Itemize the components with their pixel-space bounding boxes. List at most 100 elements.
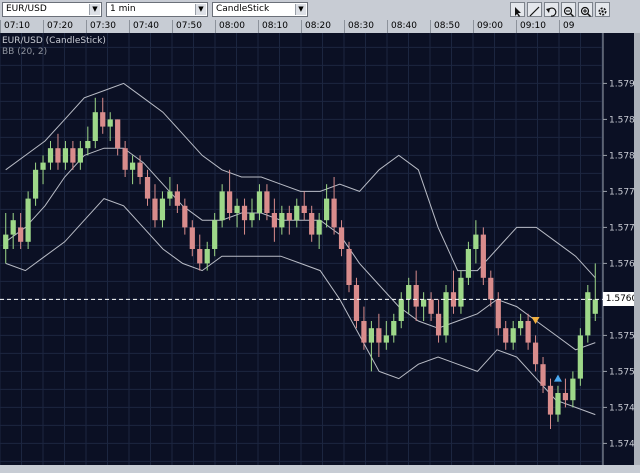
time-axis-label: 08:50	[430, 20, 473, 33]
candle-body	[62, 148, 69, 163]
time-axis-label: 08:00	[215, 20, 258, 33]
horizontal-scrollbar[interactable]	[0, 465, 640, 473]
zoom-out-icon	[563, 6, 574, 17]
candle-body	[212, 220, 218, 249]
candle-body	[85, 141, 91, 149]
time-axis-label: 07:30	[86, 20, 129, 33]
candle-body	[159, 198, 166, 221]
chart-background	[0, 33, 640, 465]
zoom-out-tool-button[interactable]	[561, 2, 576, 17]
chart-style-select[interactable]: CandleStick ▼	[212, 2, 308, 17]
time-axis-label: 09:00	[473, 20, 516, 33]
candlestick-chart[interactable]: 1.5790 1.5785 1.5780 1.5775 1.5770 1.5765 1.57…	[0, 33, 640, 465]
candle-body	[249, 213, 255, 221]
candle-body	[40, 162, 46, 170]
price-tick-label: 1.5790	[609, 79, 640, 89]
candle-body	[421, 299, 427, 307]
time-axis-label: 09:10	[516, 20, 559, 33]
candle-body	[47, 148, 54, 163]
vertical-scrollbar[interactable]	[634, 33, 640, 465]
candle-body	[316, 220, 322, 235]
zoom-in-tool-button[interactable]	[578, 2, 593, 17]
symbol-value: EUR/USD	[6, 4, 47, 14]
candle-body	[122, 148, 128, 170]
candle-body	[503, 328, 509, 343]
candle-body	[301, 205, 307, 213]
candle-body	[555, 393, 561, 415]
candle-body	[309, 213, 315, 235]
candle-body	[540, 364, 546, 386]
candle-body	[562, 393, 569, 401]
settings-tool-button[interactable]	[595, 2, 610, 17]
candle-body	[488, 277, 494, 300]
price-tick-label: 1.5785	[609, 115, 640, 125]
candle-body	[241, 205, 248, 221]
candles	[3, 97, 598, 429]
symbol-select[interactable]: EUR/USD ▼	[2, 2, 102, 17]
candle-body	[450, 292, 457, 307]
candle-body	[219, 191, 225, 221]
candle-body	[189, 227, 195, 249]
candle-body	[55, 148, 61, 163]
candle-body	[398, 299, 404, 321]
undo-tool-button[interactable]	[544, 2, 559, 17]
candle-body	[286, 213, 292, 221]
candle-body	[353, 285, 360, 321]
candle-body	[264, 191, 270, 213]
candle-body	[391, 321, 397, 336]
line-icon	[529, 6, 540, 17]
chevron-down-icon: ▼	[89, 4, 100, 15]
time-axis-label: 07:10	[0, 20, 43, 33]
time-axis-label: 07:40	[129, 20, 172, 33]
candle-body	[473, 234, 479, 249]
price-tick-label: 1.5775	[609, 187, 640, 197]
interval-select[interactable]: 1 min ▼	[106, 2, 208, 17]
candle-body	[152, 198, 158, 221]
price-tick-label: 1.5745	[609, 403, 640, 413]
time-axis-label: 09	[559, 20, 602, 33]
candle-body	[256, 191, 263, 213]
time-axis-label: 08:10	[258, 20, 301, 33]
candle-body	[32, 169, 39, 199]
candle-body	[480, 234, 486, 278]
candle-body	[406, 285, 412, 300]
candle-body	[204, 249, 210, 264]
buy-marker	[553, 374, 562, 382]
current-price-label: 1.5760	[603, 292, 640, 307]
price-tick-label: 1.5765	[609, 259, 640, 269]
time-axis: 07:10 07:20 07:30 07:40 07:50 08:00 08:10 08:20…	[0, 20, 640, 33]
zoom-in-icon	[580, 6, 591, 17]
candle-body	[547, 385, 554, 415]
candle-body	[70, 148, 76, 163]
price-tick-label: 1.5770	[609, 223, 640, 233]
candle-body	[144, 177, 151, 199]
candle-body	[458, 277, 464, 307]
candle-body	[77, 148, 83, 163]
candle-body	[510, 328, 516, 343]
candle-body	[294, 205, 300, 221]
candle-body	[18, 227, 24, 242]
candle-body	[279, 213, 285, 228]
candle-body	[324, 198, 330, 221]
chart-title: EUR/USD (CandleStick)	[2, 36, 106, 46]
candle-body	[525, 321, 531, 343]
candle-body	[465, 249, 472, 278]
candle-body	[234, 205, 240, 213]
price-tick-label: 1.5740	[609, 439, 640, 449]
undo-icon	[546, 7, 557, 17]
candle-body	[25, 198, 31, 242]
candle-body	[107, 119, 113, 127]
candle-body	[376, 328, 382, 343]
candle-body	[518, 321, 524, 329]
bb-upper-line	[5, 82, 596, 279]
line-tool-button[interactable]	[527, 2, 542, 17]
sell-marker	[531, 317, 540, 324]
candle-body	[10, 220, 16, 235]
chevron-down-icon: ▼	[195, 4, 206, 15]
cursor-tool-button[interactable]	[510, 2, 525, 17]
trade-markers	[531, 317, 562, 382]
candle-body	[115, 119, 121, 149]
gear-icon	[598, 7, 607, 16]
price-tick-label: 1.5780	[609, 151, 640, 161]
bb-lower-line	[5, 198, 596, 416]
